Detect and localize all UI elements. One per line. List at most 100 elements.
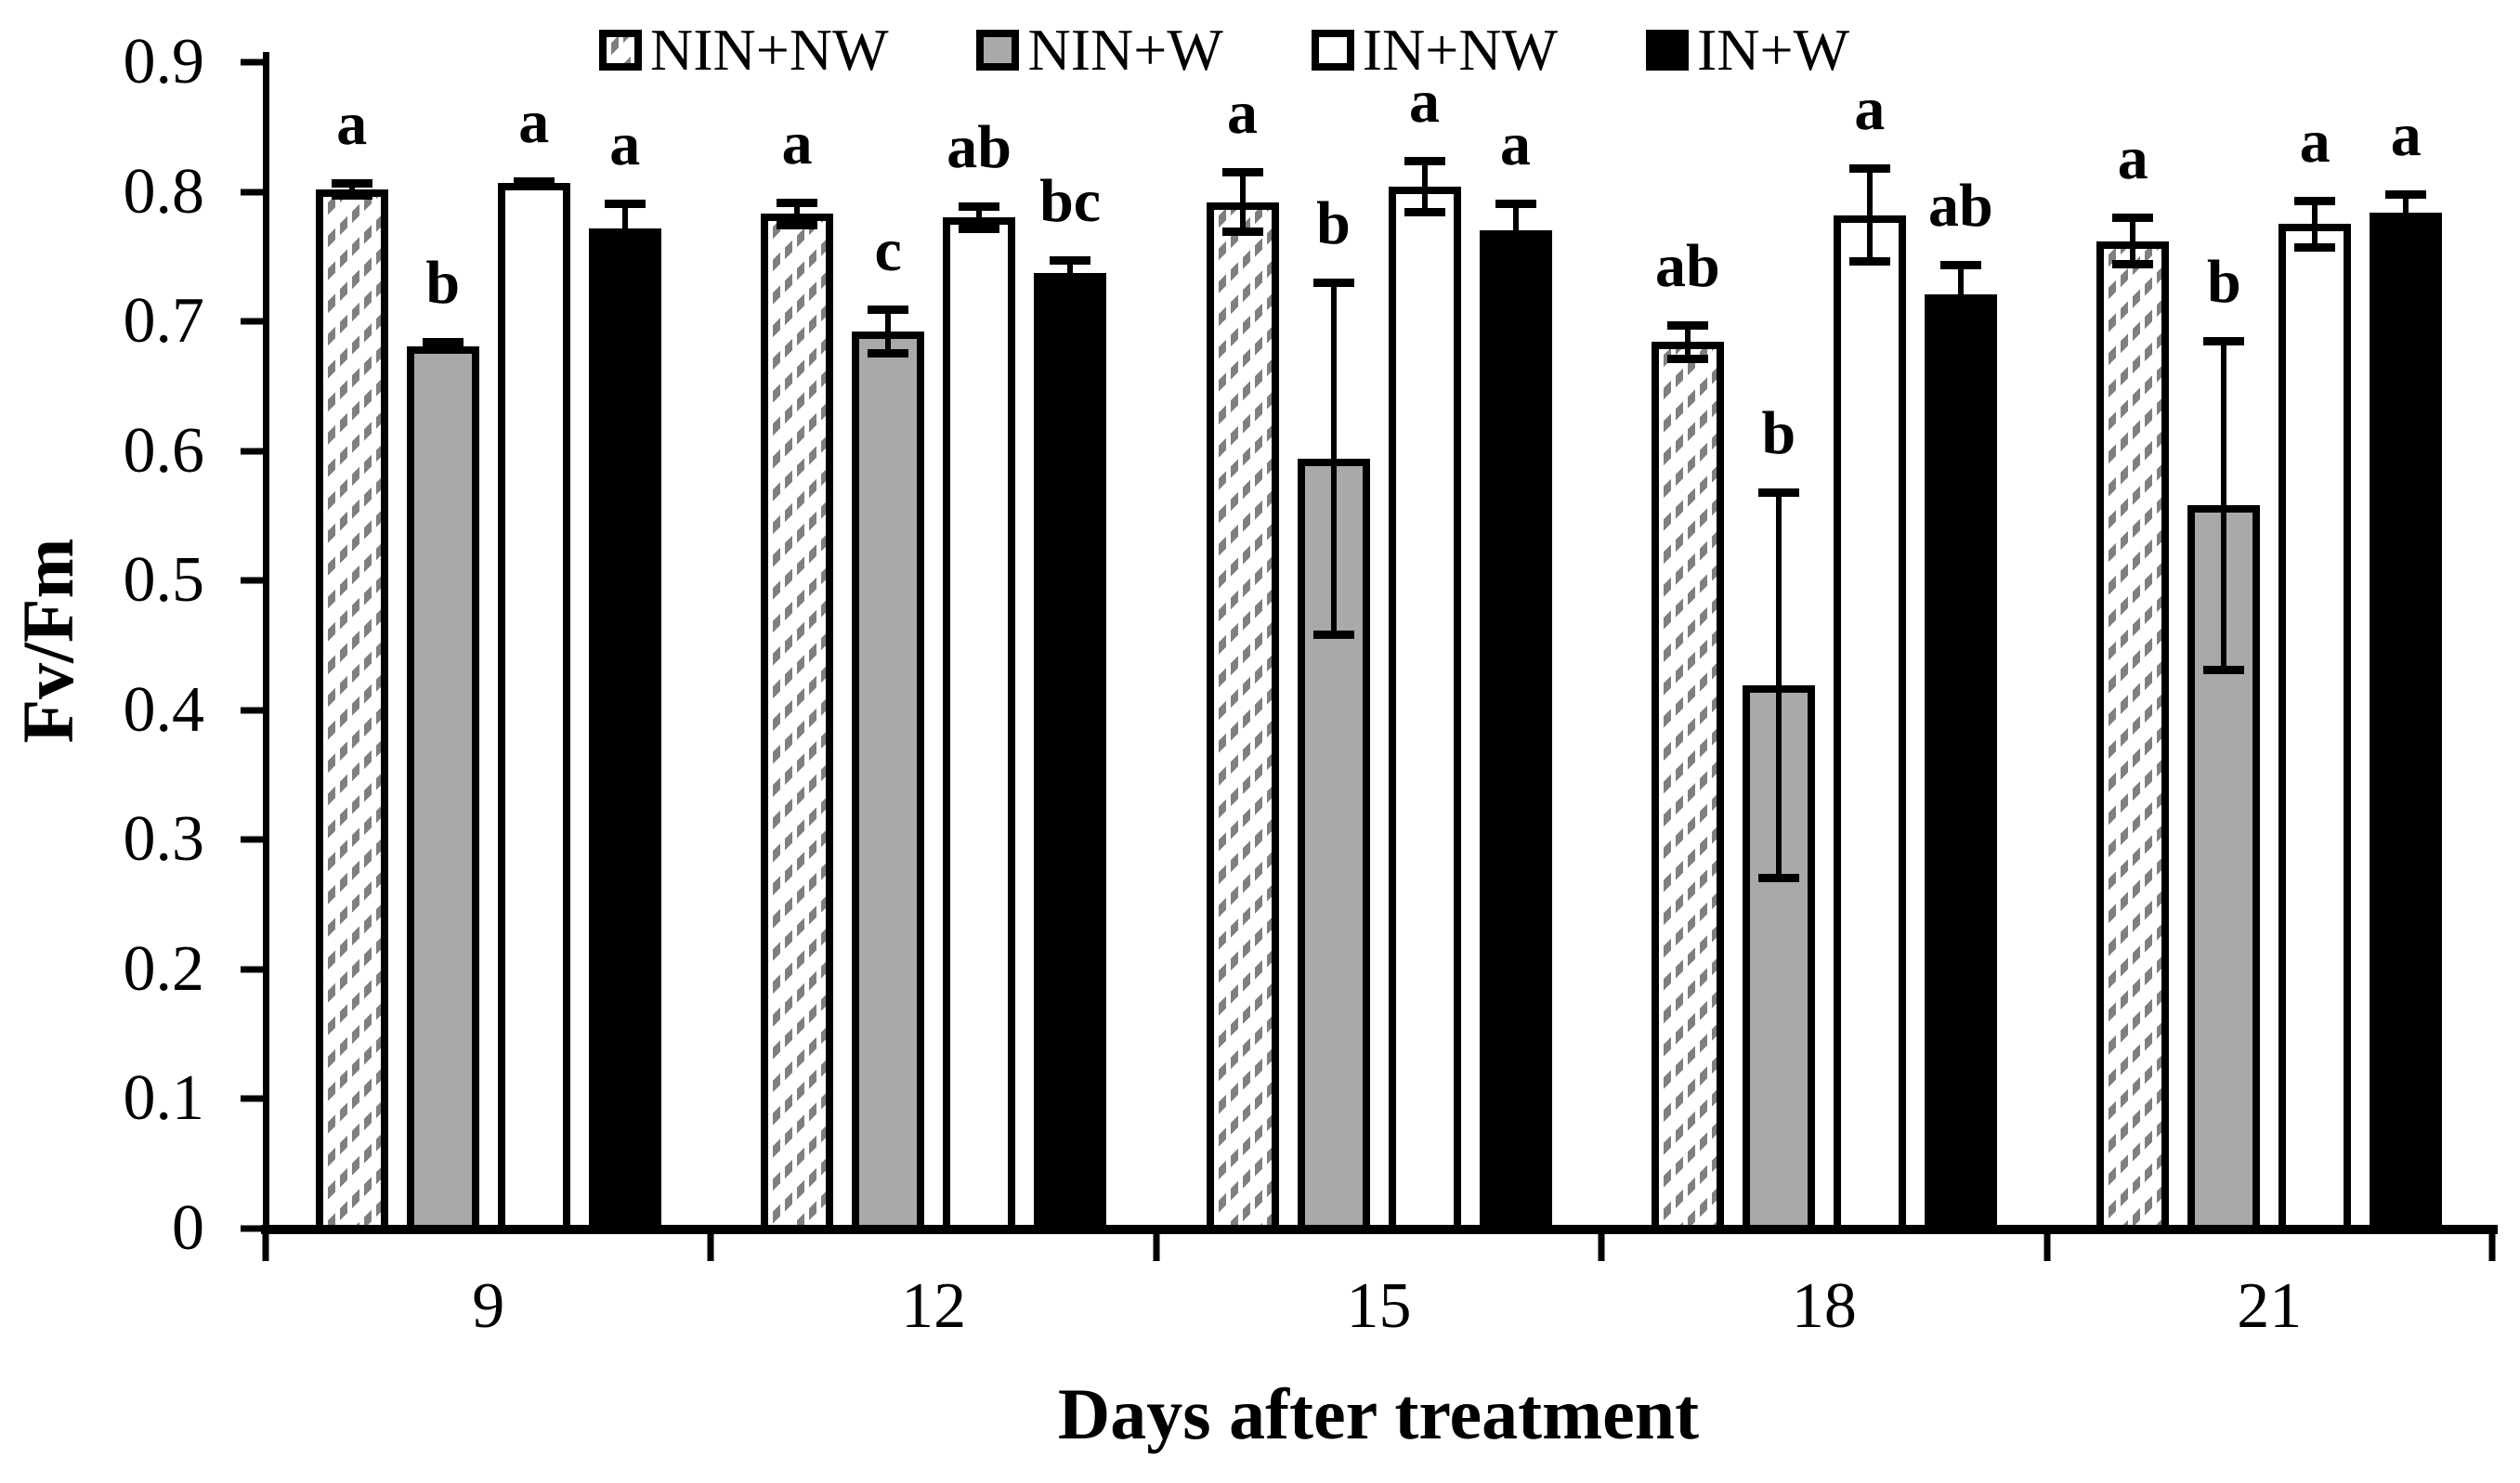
y-tick-label: 0 [172,1192,204,1264]
error-bar-cap [1221,168,1263,177]
bar-IN+NW-day15 [1388,186,1461,1234]
error-bar-cap [2112,214,2154,223]
legend-item-nin-w: NIN+W [976,17,1223,83]
error-bar-line [794,198,801,230]
legend-item-in-nw: IN+NW [1311,17,1558,83]
bar-IN+NW-day21 [2278,224,2352,1234]
legend-label: IN+W [1696,17,1849,83]
sig-letter: a [2299,108,2331,176]
error-bar-cap [1312,279,1354,288]
sig-letter: a [609,110,641,178]
bar-NIN+NW-day9 [315,189,388,1234]
sig-letter: ab [1655,232,1720,301]
x-tick [2043,1231,2051,1261]
error-bar-cap [2112,259,2154,268]
sig-letter: a [1227,79,1258,148]
error-bar-cap [1404,156,1445,165]
legend-item-in-w: IN+W [1645,17,1849,83]
y-tick [241,59,266,66]
legend-label: NIN+W [1027,17,1223,83]
error-bar [852,306,924,358]
error-bar [589,199,661,257]
error-bar-line [2130,214,2136,268]
legend: NIN+NW NIN+W IN+NW IN+W [599,20,1849,80]
error-bar-line [2221,336,2227,674]
sig-letter: b [2206,247,2241,316]
error-bar-cap [1312,631,1354,639]
legend-swatch-gray-icon [976,30,1020,71]
sig-letter: a [336,89,368,158]
x-tick [2488,1231,2496,1261]
y-tick-label: 0.4 [123,673,205,746]
error-bar [407,338,479,354]
sig-letter: b [1316,189,1351,258]
error-bar-line [976,202,983,234]
error-bar [2278,197,2351,252]
error-bar [1480,199,1552,262]
y-axis-line [263,52,269,1233]
y-tick [241,189,266,196]
x-tick [262,1231,269,1261]
error-bar-line [348,178,355,200]
error-bar-cap [604,199,646,208]
sig-letter: a [2117,124,2148,193]
y-tick-label: 0.3 [123,803,205,876]
error-bar-cap [513,179,555,189]
error-bar [1743,488,1815,883]
error-bar-cap [422,338,464,347]
sig-letter: ab [947,112,1012,181]
sig-letter: b [1761,399,1796,468]
bar-NIN+NW-day18 [1651,342,1724,1234]
error-bar-cap [2294,242,2336,252]
error-bar-line [885,306,892,358]
y-tick-label: 0.9 [123,26,205,98]
x-tick [707,1231,714,1261]
error-bar-cap [422,345,464,354]
bar-NIN+NW-day15 [1206,202,1279,1234]
error-bar-line [621,199,628,257]
error-bar-line [1512,199,1519,262]
y-tick [241,836,266,843]
error-bar-cap [1939,319,1981,329]
y-tick [241,1095,266,1102]
x-tick [1598,1231,1605,1261]
error-bar [2096,214,2169,268]
error-bar-cap [1848,257,1890,267]
error-bar-line [2403,190,2409,235]
sig-letter: ab [1928,171,1993,240]
bar-IN+NW-day9 [497,182,570,1234]
x-category-label: 15 [1346,1270,1412,1342]
x-category-label: 12 [901,1270,967,1342]
error-bar-cap [1666,321,1708,331]
bar-IN+NW-day18 [1833,215,1906,1234]
y-tick-label: 0.6 [123,414,205,487]
bar-IN+W-day9 [588,228,661,1234]
sig-letter: a [1409,67,1440,136]
error-bar-cap [868,306,909,315]
error-bar-line [1684,321,1691,363]
error-bar-line [2312,197,2318,252]
legend-label: IN+NW [1362,17,1558,83]
error-bar [1925,260,1997,329]
bar-NIN+W-day21 [2187,505,2261,1234]
x-category-label: 21 [2237,1270,2303,1342]
error-bar-cap [1939,260,1981,269]
bar-IN+W-day12 [1034,273,1107,1234]
legend-item-nin-nw: NIN+NW [599,20,888,80]
y-tick-label: 0.1 [123,1062,205,1135]
error-bar-cap [868,349,909,358]
bar-NIN+NW-day21 [2096,241,2170,1234]
error-bar-cap [2294,197,2336,206]
error-bar [1389,156,1461,217]
y-tick-label: 0.5 [123,544,205,617]
error-bar-cap [2203,665,2245,674]
error-bar-cap [1495,253,1536,262]
error-bar-cap [331,178,372,188]
bar-IN+W-day21 [2370,212,2443,1234]
y-tick [241,1225,266,1232]
error-bar-cap [1404,208,1445,217]
error-bar-cap [604,248,646,257]
bar-IN+W-day18 [1924,293,1997,1234]
error-bar [943,202,1015,234]
